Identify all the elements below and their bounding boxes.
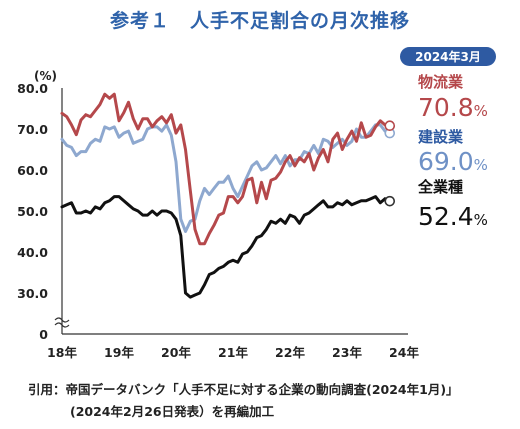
series-lines (60, 92, 396, 299)
series-value-label: 52.4% (418, 202, 488, 231)
x-tick-label: 18年 (47, 345, 77, 360)
y-unit-label: (%) (34, 69, 57, 83)
x-tick-labels: 18年 19年 20年 21年 22年 23年 24年 (47, 345, 419, 360)
chart-title: 参考１ 人手不足割合の月次推移 (109, 10, 410, 32)
x-tick-label: 20年 (161, 345, 191, 360)
y-tick-label: 60.0 (17, 163, 48, 178)
date-badge-label: 2024年3月 (415, 49, 481, 64)
source-line-2: (2024年2月26日発表）を再編加工 (70, 404, 275, 419)
y-tick-label: 70.0 (17, 122, 48, 137)
y-tick-label: 50.0 (17, 204, 48, 219)
y-tick-label: 40.0 (17, 245, 48, 260)
series-endpoint-2 (384, 195, 396, 207)
series-line-0 (60, 92, 392, 246)
y-tick-label: 80.0 (17, 81, 48, 96)
axis-break-lower (54, 322, 70, 328)
series-endpoint-0 (384, 120, 396, 132)
series-name-label: 全業種 (417, 178, 463, 196)
x-tick-label: 23年 (332, 345, 362, 360)
series-line-1 (60, 123, 392, 233)
source-line-1: 引用：帝国データバンク「人手不足に対する企業の動向調査(2024年1月)」 (28, 382, 459, 397)
y-tick-label: 0 (39, 327, 48, 342)
series-line-2 (60, 195, 392, 299)
x-tick-label: 21年 (218, 345, 248, 360)
series-name-label: 建設業 (418, 128, 464, 146)
series-value-label: 70.8% (418, 93, 488, 122)
series-name-label: 物流業 (418, 73, 464, 91)
axis-break-upper (54, 317, 70, 323)
x-tick-label: 19年 (104, 345, 134, 360)
x-tick-label: 22年 (275, 345, 305, 360)
y-tick-label: 30.0 (17, 286, 48, 301)
date-badge (400, 47, 496, 66)
y-tick-labels: 80.0 70.0 60.0 50.0 40.0 30.0 0 (17, 81, 48, 342)
series-value-label: 69.0% (418, 147, 488, 176)
x-tick-label: 24年 (389, 345, 419, 360)
